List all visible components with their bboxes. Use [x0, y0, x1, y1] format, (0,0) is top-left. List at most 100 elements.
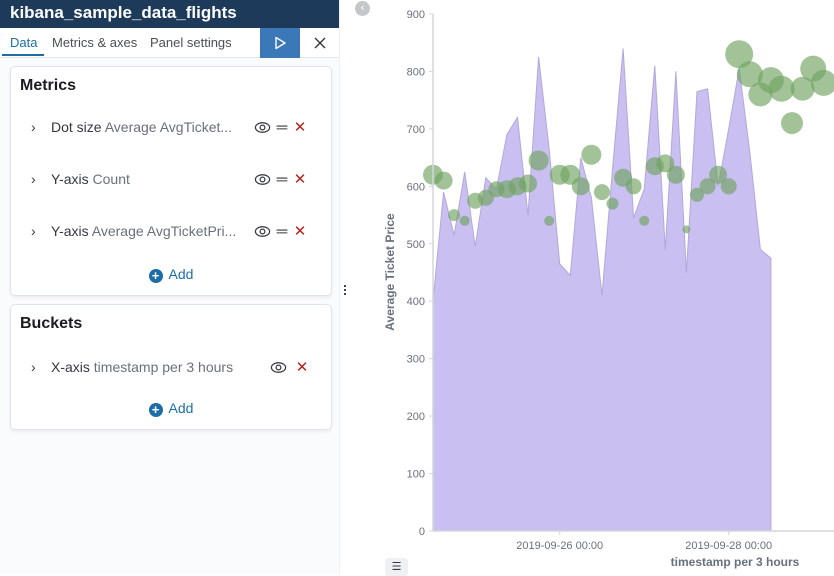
bubble-point: [737, 61, 763, 87]
editor-tabs: Data Metrics & axes Panel settings: [0, 28, 339, 58]
metrics-panel: Metrics › Dot size Average AvgTicket... …: [10, 66, 332, 296]
chevron-right-icon[interactable]: ›: [31, 171, 36, 187]
area-series-count: [433, 49, 771, 532]
add-label: Add: [169, 266, 194, 282]
remove-icon[interactable]: ✕: [293, 222, 307, 240]
bubble-point: [769, 76, 795, 102]
bubble-point: [607, 198, 619, 210]
metric-label: Y-axis Count: [51, 171, 130, 187]
y-tick-label: 300: [407, 354, 425, 366]
bubble-point: [791, 77, 815, 101]
bubble-point: [550, 165, 570, 185]
eye-icon[interactable]: [254, 171, 271, 188]
metric-desc: Average AvgTicket...: [105, 119, 232, 135]
metric-actions: ═ ✕: [254, 118, 307, 136]
chevron-left-icon[interactable]: ‹: [355, 1, 370, 16]
metric-label: Y-axis Average AvgTicketPri...: [51, 223, 236, 239]
editor-sidebar: kibana_sample_data_flights Data Metrics …: [0, 0, 340, 574]
update-button[interactable]: [260, 28, 300, 58]
remove-icon[interactable]: ✕: [295, 358, 309, 376]
bubble-point: [488, 181, 504, 197]
bubble-point: [544, 216, 554, 226]
y-tick-label: 0: [419, 526, 425, 538]
eye-icon[interactable]: [254, 119, 271, 136]
bucket-row-x-axis[interactable]: › X-axis timestamp per 3 hours ✕: [11, 356, 331, 380]
bubble-point: [509, 177, 527, 195]
bubble-point: [667, 166, 685, 184]
close-button[interactable]: [306, 28, 334, 58]
bubble-point: [721, 178, 737, 194]
close-icon: [314, 37, 326, 49]
tab-data[interactable]: Data: [10, 35, 37, 50]
metric-type: Y-axis: [51, 223, 89, 239]
remove-icon[interactable]: ✕: [293, 118, 307, 136]
bubble-point: [646, 157, 664, 175]
bubble-point: [626, 178, 642, 194]
metric-actions: ═ ✕: [254, 222, 307, 240]
eye-icon[interactable]: [270, 359, 287, 376]
drag-handle-icon[interactable]: ═: [275, 171, 289, 188]
bubble-point: [682, 225, 690, 233]
remove-icon[interactable]: ✕: [293, 170, 307, 188]
metric-row-dot-size[interactable]: › Dot size Average AvgTicket... ═ ✕: [11, 116, 331, 140]
bubble-point: [639, 216, 649, 226]
bubble-point: [560, 165, 580, 185]
y-tick-label: 400: [407, 296, 425, 308]
chevron-right-icon[interactable]: ›: [31, 119, 36, 135]
bubble-point: [800, 56, 826, 82]
add-label: Add: [169, 400, 194, 416]
metric-actions: ═ ✕: [254, 170, 307, 188]
metric-row-y-axis-count[interactable]: › Y-axis Count ═ ✕: [11, 168, 331, 192]
drag-handle-icon[interactable]: ═: [275, 119, 289, 136]
bubble-point: [423, 165, 443, 185]
x-tick-label: 2019-09-28 00:00: [685, 540, 772, 552]
area-layer: [433, 48, 771, 531]
bubble-point: [460, 216, 470, 226]
bubble-point: [781, 112, 803, 134]
metric-desc: Average AvgTicketPri...: [92, 223, 236, 239]
y-tick-label: 700: [407, 124, 425, 136]
bucket-label: X-axis timestamp per 3 hours: [51, 359, 233, 375]
bucket-type: X-axis: [51, 359, 90, 375]
chevron-right-icon[interactable]: ›: [31, 223, 36, 239]
y-tick-label: 100: [407, 469, 425, 481]
bubble-point: [725, 40, 753, 68]
add-metric-button[interactable]: + Add: [11, 266, 331, 283]
y-axis-title: Average Ticket Price: [383, 213, 397, 331]
bubble-point: [748, 82, 772, 106]
y-tick-label: 200: [407, 411, 425, 423]
drag-handle-icon[interactable]: [344, 285, 348, 295]
plus-circle-icon: +: [149, 269, 163, 283]
bubble-point: [448, 209, 460, 221]
x-tick-label: 2019-09-26 00:00: [516, 540, 603, 552]
bubble-point: [478, 190, 494, 206]
bubble-point: [529, 151, 549, 171]
x-axis-title: timestamp per 3 hours: [671, 555, 800, 569]
metric-row-y-axis-average[interactable]: › Y-axis Average AvgTicketPri... ═ ✕: [11, 220, 331, 244]
metric-desc: Count: [93, 171, 130, 187]
tab-panel-settings[interactable]: Panel settings: [150, 35, 232, 50]
add-bucket-button[interactable]: + Add: [11, 400, 331, 417]
bubble-point: [467, 193, 483, 209]
metric-type: Dot size: [51, 119, 102, 135]
bubble-point: [572, 177, 590, 195]
chevron-right-icon[interactable]: ›: [31, 359, 36, 375]
bubble-point: [690, 188, 704, 202]
metric-type: Y-axis: [51, 171, 89, 187]
bubble-point: [594, 184, 610, 200]
list-icon[interactable]: ☰: [385, 558, 408, 576]
bubble-point: [519, 175, 537, 193]
index-title: kibana_sample_data_flights: [0, 0, 339, 28]
bubble-point: [581, 145, 601, 165]
metrics-title: Metrics: [20, 77, 76, 95]
tab-metrics-axes[interactable]: Metrics & axes: [52, 35, 137, 50]
bubble-point: [709, 166, 727, 184]
bubble-point: [435, 172, 453, 190]
plus-circle-icon: +: [149, 403, 163, 417]
drag-handle-icon[interactable]: ═: [275, 223, 289, 240]
y-tick-label: 500: [407, 239, 425, 251]
eye-icon[interactable]: [254, 223, 271, 240]
bubble-point: [700, 178, 716, 194]
bubble-point: [498, 180, 516, 198]
